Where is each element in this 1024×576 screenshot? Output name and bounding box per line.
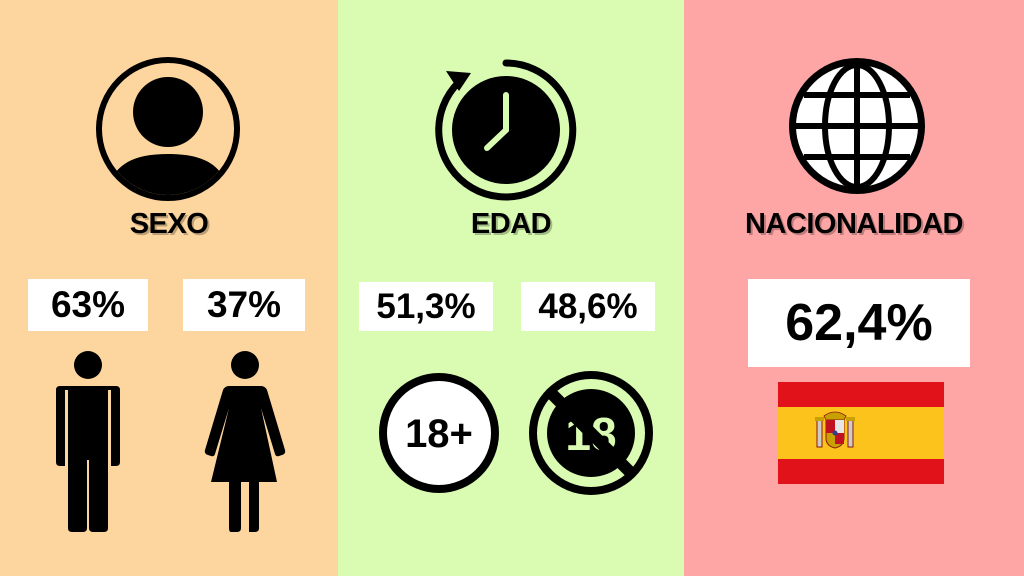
edad-title: EDAD	[470, 208, 552, 240]
spain-flag-icon	[778, 382, 944, 484]
minors-badge-icon: 18	[529, 371, 653, 495]
minors-percentage: 48,6%	[521, 282, 655, 331]
adults-badge-label: 18+	[405, 412, 473, 456]
female-percentage: 37%	[183, 279, 305, 331]
adults-badge-icon: 18+	[379, 373, 499, 493]
sexo-title: SEXO	[129, 208, 209, 240]
user-circle-icon	[96, 57, 240, 201]
adults-percentage: 51,3%	[359, 282, 493, 331]
clock-history-icon	[435, 59, 577, 201]
nacionalidad-title: NACIONALIDAD	[745, 208, 963, 240]
globe-icon	[789, 58, 925, 194]
sexo-panel: SEXO 63% 37%	[0, 0, 338, 576]
nacionalidad-panel: NACIONALIDAD 62,4%	[684, 0, 1024, 576]
male-icon	[56, 351, 120, 532]
male-percentage: 63%	[28, 279, 148, 331]
spain-percentage: 62,4%	[748, 279, 970, 367]
female-icon	[204, 351, 286, 532]
edad-panel: EDAD 51,3% 48,6% 18+ 18	[338, 0, 684, 576]
